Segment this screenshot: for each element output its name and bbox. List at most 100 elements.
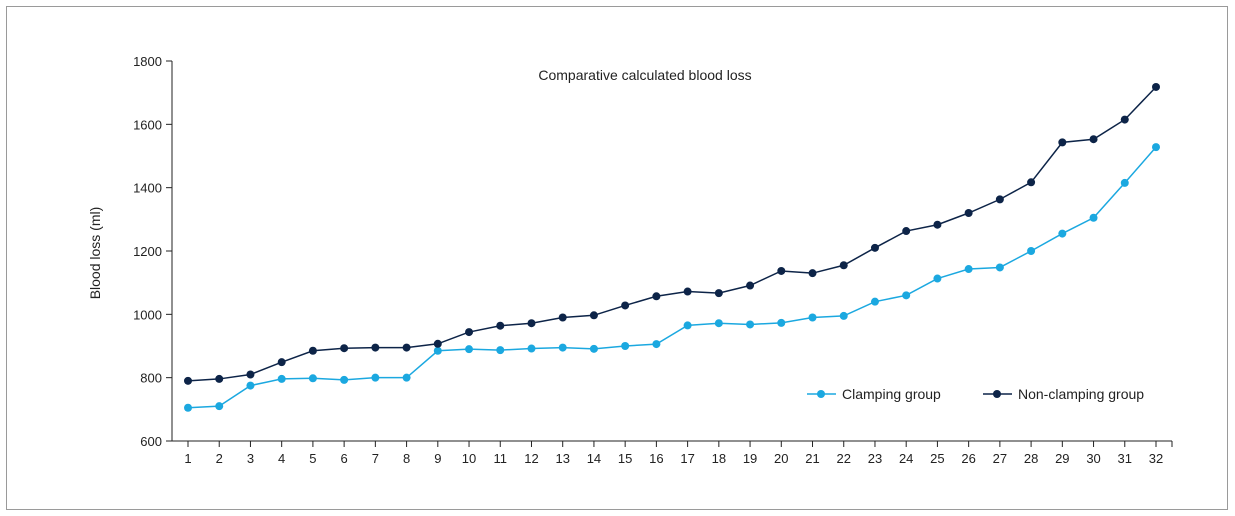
- data-point: [1027, 247, 1036, 255]
- data-point: [402, 343, 411, 352]
- x-tick-label: 7: [372, 451, 379, 466]
- x-tick-label: 14: [587, 451, 601, 466]
- x-tick-label: 6: [341, 451, 348, 466]
- x-tick-label: 1: [184, 451, 191, 466]
- data-point: [184, 376, 192, 385]
- data-point: [433, 346, 442, 355]
- data-point: [465, 345, 474, 354]
- data-point: [652, 340, 661, 349]
- data-point: [308, 374, 317, 383]
- x-tick-label: 24: [899, 451, 913, 466]
- data-point: [589, 311, 598, 320]
- data-point: [777, 266, 786, 275]
- x-tick-label: 5: [309, 451, 316, 466]
- data-point: [995, 195, 1004, 204]
- data-point: [839, 311, 848, 320]
- x-tick-label: 18: [712, 451, 726, 466]
- data-point: [933, 220, 942, 229]
- data-point: [1152, 82, 1160, 91]
- data-point: [496, 321, 505, 330]
- data-point: [215, 374, 224, 383]
- y-axis: 600 800 1000 1200 1400 1600 1800: [133, 54, 173, 449]
- data-point: [683, 287, 692, 296]
- data-point: [933, 274, 942, 283]
- data-point: [870, 297, 879, 306]
- data-point: [1120, 178, 1129, 187]
- data-point: [402, 373, 411, 382]
- legend-label-clamping: Clamping group: [842, 386, 941, 402]
- data-point: [714, 289, 723, 298]
- legend-swatch-marker-clamping: [817, 390, 825, 398]
- x-tick-label: 20: [774, 451, 788, 466]
- data-point: [808, 313, 817, 322]
- data-point: [558, 343, 567, 352]
- data-point: [1089, 213, 1098, 222]
- x-tick-label: 27: [993, 451, 1007, 466]
- x-tick-label: 21: [805, 451, 819, 466]
- data-point: [964, 209, 973, 217]
- data-point: [652, 292, 661, 301]
- data-point: [496, 346, 505, 355]
- data-point: [777, 318, 786, 327]
- data-point: [371, 373, 380, 382]
- data-point: [527, 319, 536, 328]
- y-axis-label: Blood loss (ml): [87, 207, 103, 300]
- data-point: [746, 281, 755, 290]
- x-tick-label: 28: [1024, 451, 1038, 466]
- x-tick-label: 12: [524, 451, 538, 466]
- data-point: [870, 243, 879, 252]
- data-point: [433, 339, 442, 348]
- x-tick-label: 11: [494, 451, 508, 466]
- x-tick-label: 25: [930, 451, 944, 466]
- x-tick-label: 9: [434, 451, 441, 466]
- data-point: [808, 269, 817, 278]
- data-point: [215, 402, 224, 411]
- data-point: [746, 320, 755, 329]
- data-point: [558, 313, 567, 322]
- data-point: [527, 344, 536, 353]
- data-point: [1152, 143, 1160, 152]
- data-point: [1120, 115, 1129, 124]
- data-point: [621, 301, 630, 310]
- x-tick-label: 32: [1149, 451, 1163, 466]
- x-tick-label: 22: [837, 451, 851, 466]
- x-tick-label: 15: [618, 451, 632, 466]
- x-tick-label: 19: [743, 451, 757, 466]
- data-point: [621, 342, 630, 350]
- x-tick-label: 8: [403, 451, 410, 466]
- data-point: [277, 358, 286, 367]
- data-point: [589, 344, 598, 353]
- series-clamping: [184, 143, 1160, 412]
- chart-frame: [6, 6, 1228, 510]
- x-tick-label: 16: [649, 451, 663, 466]
- x-tick-label: 23: [868, 451, 882, 466]
- data-point: [465, 328, 474, 337]
- y-tick-label: 1000: [133, 307, 162, 322]
- x-tick-label: 3: [247, 451, 254, 466]
- data-point: [902, 227, 911, 236]
- legend-item-clamping: Clamping group: [807, 386, 941, 402]
- data-point: [340, 375, 349, 384]
- data-point: [1027, 178, 1036, 187]
- data-point: [340, 344, 349, 353]
- y-tick-label: 1800: [133, 54, 162, 69]
- data-point: [246, 370, 255, 379]
- data-point: [995, 263, 1004, 272]
- data-point: [184, 403, 192, 412]
- y-tick-label: 1200: [133, 244, 162, 259]
- data-point: [1089, 135, 1098, 144]
- y-tick-label: 1400: [133, 181, 162, 196]
- legend: Clamping group Non-clamping group: [807, 386, 1144, 402]
- legend-label-non-clamping: Non-clamping group: [1018, 386, 1144, 402]
- y-tick-label: 1600: [133, 117, 162, 132]
- data-point: [277, 374, 286, 383]
- data-point: [246, 381, 255, 390]
- x-tick-label: 2: [216, 451, 223, 466]
- x-tick-label: 26: [961, 451, 975, 466]
- x-tick-label: 17: [680, 451, 694, 466]
- data-point: [714, 319, 723, 328]
- legend-swatch-marker-non-clamping: [993, 390, 1001, 398]
- series-line: [187, 146, 1157, 409]
- x-tick-label: 10: [462, 451, 476, 466]
